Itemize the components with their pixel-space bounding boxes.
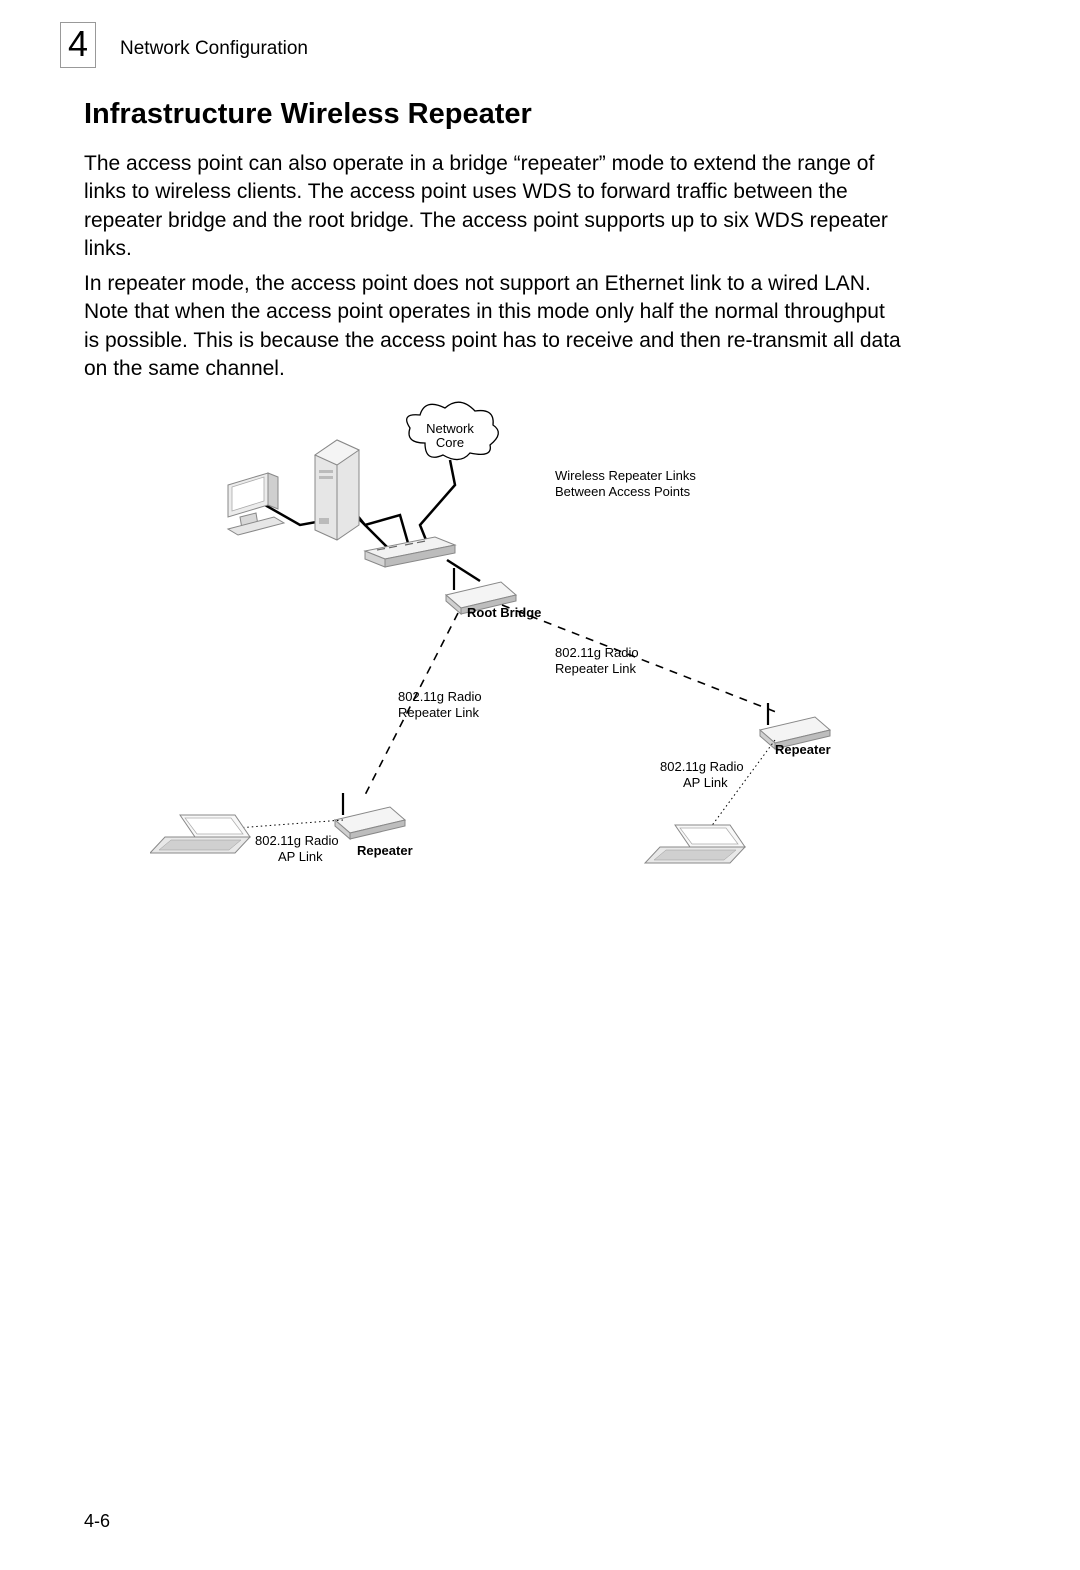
repeater-link-left-line	[365, 613, 458, 795]
label-repeater-right-1: 802.11g Radio	[555, 645, 639, 660]
section-title: Infrastructure Wireless Repeater	[84, 98, 532, 131]
paragraph-1: The access point can also operate in a b…	[84, 150, 904, 263]
cloud-icon: Network Core	[407, 402, 499, 459]
wired-links	[265, 460, 480, 581]
cloud-label-1: Network	[426, 421, 474, 436]
diagram-svg: Network Core	[150, 385, 890, 885]
paragraph-2: In repeater mode, the access point does …	[84, 270, 904, 383]
document-page: 4 Network Configuration Infrastructure W…	[0, 0, 1080, 1570]
label-repeater-left: Repeater	[357, 843, 413, 858]
laptop-left	[150, 815, 250, 853]
laptop-right	[645, 825, 745, 863]
page-number: 4-6	[84, 1511, 110, 1532]
label-repeater-right: Repeater	[775, 742, 831, 757]
server-icon	[315, 440, 359, 540]
label-wireless-links-2: Between Access Points	[555, 484, 691, 499]
label-root-bridge: Root Bridge	[467, 605, 541, 620]
pc-icon	[228, 473, 284, 535]
repeater-left-ap	[335, 793, 405, 839]
network-diagram: Network Core	[150, 385, 890, 885]
label-ap-left-1: 802.11g Radio	[255, 833, 339, 848]
chapter-title: Network Configuration	[120, 38, 308, 60]
label-repeater-left-1: 802.11g Radio	[398, 689, 482, 704]
switch-icon	[365, 537, 455, 567]
label-repeater-left-2: Repeater Link	[398, 705, 479, 720]
label-ap-right-2: AP Link	[683, 775, 728, 790]
repeater-link-right-line	[502, 605, 776, 712]
label-wireless-links-1: Wireless Repeater Links	[555, 468, 696, 483]
cloud-label-2: Core	[436, 435, 464, 450]
chapter-number-box: 4	[60, 22, 96, 68]
chapter-number: 4	[68, 23, 88, 64]
label-ap-right-1: 802.11g Radio	[660, 759, 744, 774]
label-ap-left-2: AP Link	[278, 849, 323, 864]
label-repeater-right-2: Repeater Link	[555, 661, 636, 676]
